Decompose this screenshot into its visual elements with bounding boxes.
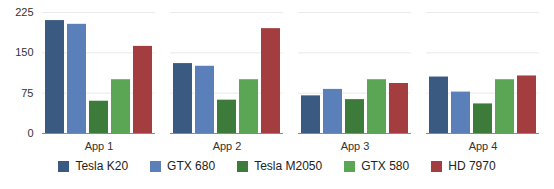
html-text:Tesla K20: Tesla K20 xyxy=(75,159,129,173)
svg-text:0: 0 xyxy=(27,127,33,139)
svg-text:150: 150 xyxy=(15,46,33,58)
svg-text:App 2: App 2 xyxy=(213,140,242,152)
svg-text:App 1: App 1 xyxy=(85,140,114,152)
html-text:HD 7970: HD 7970 xyxy=(448,159,496,173)
html-text:Tesla M2050: Tesla M2050 xyxy=(254,159,323,173)
svg-text:225: 225 xyxy=(15,6,33,18)
svg-text:App 3: App 3 xyxy=(341,140,370,152)
svg-text:75: 75 xyxy=(21,87,33,99)
html-text:GTX 580: GTX 580 xyxy=(361,159,410,173)
svg-text:App 4: App 4 xyxy=(469,140,498,152)
html-text:GTX 680: GTX 680 xyxy=(167,159,216,173)
